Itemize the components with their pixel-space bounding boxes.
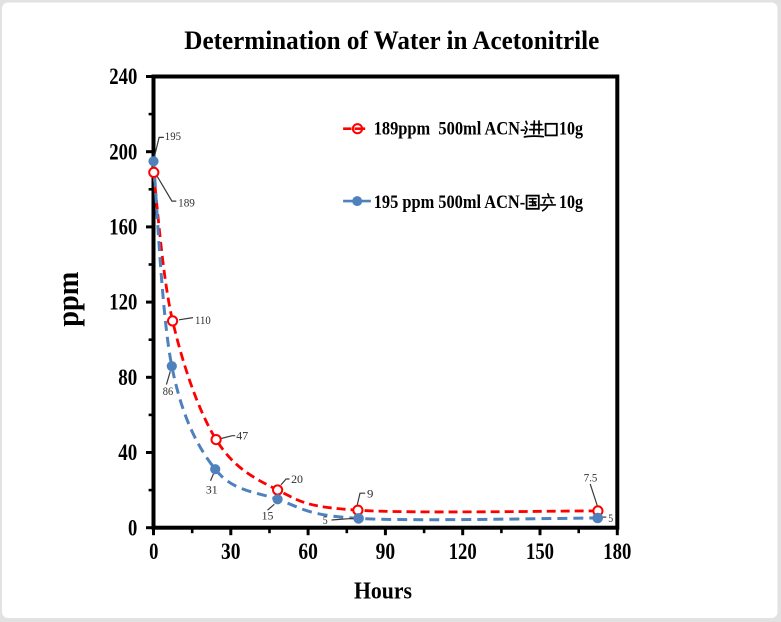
svg-text:86: 86 <box>163 386 174 398</box>
svg-text:Determination of Water in Acet: Determination of Water in Acetonitrile <box>184 25 599 55</box>
svg-text:180: 180 <box>603 539 631 564</box>
svg-text:240: 240 <box>109 64 137 89</box>
svg-text:9: 9 <box>367 489 374 501</box>
svg-text:20: 20 <box>291 474 303 486</box>
svg-text:60: 60 <box>298 539 318 564</box>
svg-text:ppm: ppm <box>50 272 85 327</box>
svg-text:110: 110 <box>195 315 211 327</box>
svg-text:5: 5 <box>323 515 328 527</box>
svg-text:90: 90 <box>376 539 396 564</box>
svg-text:120: 120 <box>449 539 477 564</box>
svg-text:200: 200 <box>109 139 137 164</box>
svg-text:30: 30 <box>221 539 241 564</box>
svg-text:0: 0 <box>149 539 158 564</box>
svg-text:31: 31 <box>206 484 218 496</box>
svg-text:160: 160 <box>109 215 137 240</box>
svg-text:10g: 10g <box>559 192 583 213</box>
svg-text:189: 189 <box>178 197 195 209</box>
svg-text:10g: 10g <box>559 119 583 140</box>
svg-text:150: 150 <box>526 539 554 564</box>
svg-text:195 ppm 500ml ACN-: 195 ppm 500ml ACN- <box>374 192 526 213</box>
svg-text:189ppm 500ml ACN-: 189ppm 500ml ACN- <box>374 119 526 140</box>
svg-text:120: 120 <box>109 290 137 315</box>
svg-text:15: 15 <box>262 511 274 523</box>
svg-text:40: 40 <box>118 440 137 465</box>
svg-text:5: 5 <box>608 513 613 525</box>
svg-text:7.5: 7.5 <box>584 472 598 484</box>
svg-text:0: 0 <box>128 515 137 540</box>
svg-text:195: 195 <box>165 131 181 143</box>
svg-text:Hours: Hours <box>354 578 412 604</box>
svg-text:80: 80 <box>118 365 137 390</box>
svg-text:47: 47 <box>236 430 248 442</box>
